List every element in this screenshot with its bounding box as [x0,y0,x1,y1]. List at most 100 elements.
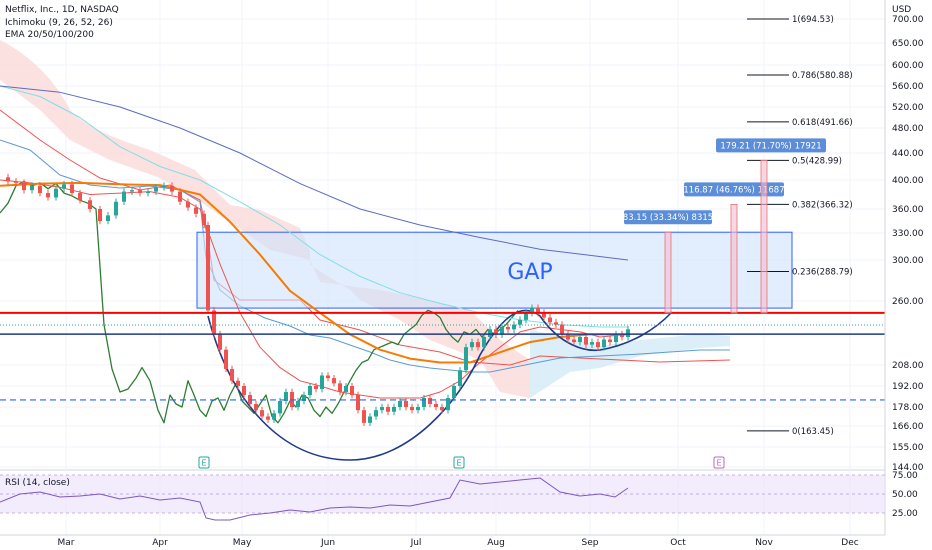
candle-body [548,317,552,323]
price-tick-label: 700.00 [892,15,924,25]
time-tick-label: May [233,538,252,548]
rsi-tick-label: 75.00 [892,471,918,481]
candle-body [416,407,420,411]
rsi-legend[interactable]: RSI (14, close) [5,478,70,488]
time-tick-label: Sep [582,538,599,548]
candle-body [584,336,588,345]
candle-body [236,380,240,386]
candle-body [202,213,206,225]
target-tag [684,182,784,197]
rsi-tick-label: 25.00 [892,509,918,519]
candle-body [296,401,300,407]
candle-body [518,319,522,325]
candle-body [230,368,234,381]
fib-label: 0(163.45) [792,427,834,437]
candle-body [206,225,210,311]
price-tick-label: 300.00 [892,256,924,266]
time-axis[interactable]: Mar Apr May Jun Jul Aug Sep Oct Nov Dec [0,534,885,548]
candle-body [476,342,480,348]
fib-label: 1(694.53) [792,15,834,25]
tenkan-line [0,139,730,373]
candle-body [590,342,594,345]
candle-body [308,386,312,395]
price-tick-label: 208.00 [892,361,924,371]
candle-body [70,184,74,194]
candle-body [566,334,570,340]
rsi-line [0,477,629,521]
candle-body [392,407,396,412]
candle-body [494,329,498,335]
candle-body [542,312,546,318]
time-tick-label: Oct [670,538,686,548]
cloud-bullish [530,330,730,398]
candle-body [114,201,118,216]
candle-body [122,191,126,202]
price-tick-label: 400.00 [892,176,924,186]
candle-body [326,375,330,379]
candle-body [470,342,474,348]
time-tick-label: Apr [152,538,168,548]
candle-body [30,185,34,191]
target-tag [716,138,826,153]
candle-body [344,386,348,392]
candle-body [368,416,372,423]
candle-body [578,336,582,343]
chart-legend: Netflix, Inc., 1D, NASDAQ Ichimoku (9, 2… [5,4,119,42]
candle-body [506,326,510,330]
candle-body [458,370,462,386]
candle-body [224,349,228,369]
legend-symbol[interactable]: Netflix, Inc., 1D, NASDAQ [5,5,119,15]
currency-label: USD [892,5,912,15]
fib-label: 0.382(366.32) [792,200,853,210]
candle-body [446,398,450,411]
candle-body [608,339,612,343]
series-ema50 [0,181,628,364]
price-axis[interactable]: 700.00 650.00 600.00 560.00 520.00 480.00 440.… [884,0,932,550]
fibonacci-levels: 1(694.53) 0.786(580.88) 0.618(491.66) 0.5(4… [747,15,853,437]
candle-body [440,407,444,411]
target-projections: 83.15 (33.34%) 8315 116.87 (46.76%) 11687… [623,138,826,314]
candle-body [78,193,82,201]
candle-body [284,392,288,401]
candle-body [178,191,182,202]
earnings-letter: E [716,459,721,468]
legend-ema[interactable]: EMA 20/50/100/200 [5,30,94,40]
candle-body [374,410,378,417]
candle-body [602,339,606,348]
candle-body [88,200,92,209]
gap-label: GAP [507,260,552,285]
candle-body [554,322,558,325]
candle-body [314,386,318,389]
candle-body [22,182,26,191]
price-tick-label: 520.00 [892,103,924,113]
candle-body [302,395,306,401]
target-label: 116.87 (46.76%) 11687 [683,185,784,195]
price-tick-label: 360.00 [892,205,924,215]
candle-body [242,386,246,395]
price-tick-label: 480.00 [892,124,924,134]
time-tick-label: Aug [487,538,505,548]
earnings-badge [453,456,465,469]
candle-body [106,215,110,221]
candle-body [596,342,600,348]
candle-body [512,324,516,330]
price-tick-label: 600.00 [892,61,924,71]
price-tick-label: 560.00 [892,82,924,92]
target-bar [730,204,738,314]
rsi-pane: 75.00 50.00 25.00 [0,471,918,521]
candles [6,174,630,427]
candle-body [410,407,414,411]
price-tick-label: 144.00 [892,463,924,473]
candle-body [62,184,66,189]
candle-body [362,410,366,423]
candle-body [260,410,264,417]
price-tick-label: 440.00 [892,149,924,159]
legend-ichimoku[interactable]: Ichimoku (9, 26, 52, 26) [5,17,113,28]
candle-body [338,383,342,392]
target-tag [624,210,712,225]
candle-body [482,336,486,348]
candle-body [46,193,50,198]
candle-body [560,324,564,335]
